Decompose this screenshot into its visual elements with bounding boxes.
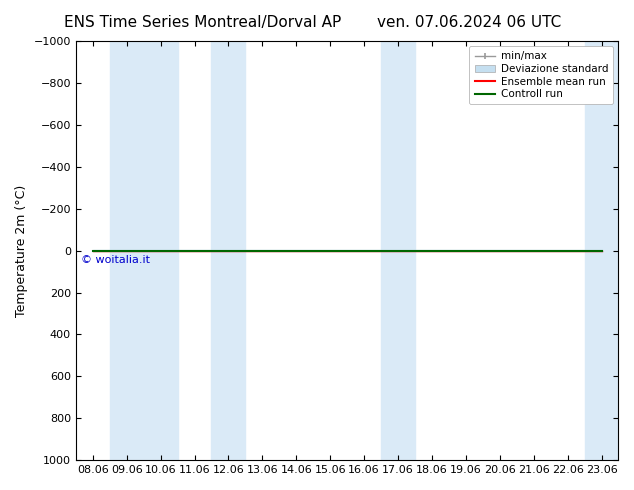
Bar	[110, 41, 178, 460]
Text: ven. 07.06.2024 06 UTC: ven. 07.06.2024 06 UTC	[377, 15, 561, 30]
Bar	[585, 41, 634, 460]
Y-axis label: Temperature 2m (°C): Temperature 2m (°C)	[15, 184, 28, 317]
Legend: min/max, Deviazione standard, Ensemble mean run, Controll run: min/max, Deviazione standard, Ensemble m…	[469, 46, 613, 104]
Bar	[212, 41, 245, 460]
Text: © woitalia.it: © woitalia.it	[81, 255, 150, 265]
Bar	[381, 41, 415, 460]
Text: ENS Time Series Montreal/Dorval AP: ENS Time Series Montreal/Dorval AP	[64, 15, 342, 30]
